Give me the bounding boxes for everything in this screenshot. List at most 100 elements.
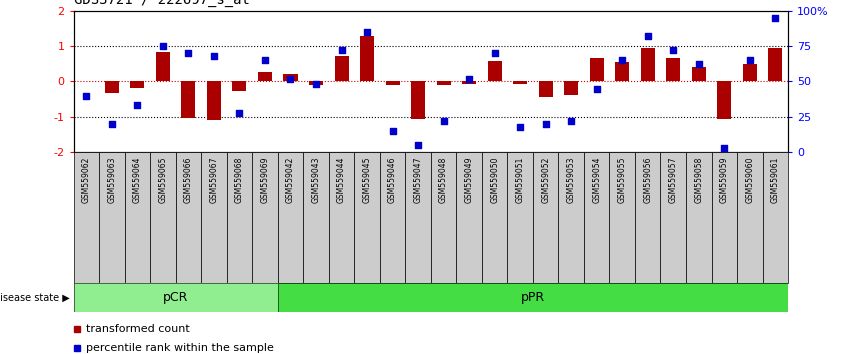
Bar bbox=[380, 152, 405, 283]
Text: GSM559047: GSM559047 bbox=[414, 156, 423, 202]
Bar bbox=[514, 81, 527, 84]
Text: GSM559051: GSM559051 bbox=[515, 156, 525, 202]
Bar bbox=[743, 64, 757, 81]
Point bbox=[436, 118, 450, 124]
Text: GSM559043: GSM559043 bbox=[312, 156, 320, 202]
Text: GSM559067: GSM559067 bbox=[210, 156, 218, 202]
Text: GSM559065: GSM559065 bbox=[158, 156, 167, 202]
Bar bbox=[539, 81, 553, 97]
Point bbox=[233, 110, 247, 115]
Bar bbox=[564, 81, 578, 95]
Point bbox=[488, 50, 501, 56]
Text: pCR: pCR bbox=[163, 291, 189, 304]
Text: GSM559052: GSM559052 bbox=[541, 156, 550, 202]
Text: GSM559053: GSM559053 bbox=[566, 156, 576, 202]
Point bbox=[156, 43, 170, 49]
Point bbox=[514, 124, 527, 130]
Text: GSM559062: GSM559062 bbox=[82, 156, 91, 202]
Point bbox=[258, 57, 272, 63]
Bar bbox=[207, 81, 221, 120]
Text: disease state ▶: disease state ▶ bbox=[0, 292, 69, 302]
Bar bbox=[303, 152, 329, 283]
Text: GSM559054: GSM559054 bbox=[592, 156, 601, 202]
Point bbox=[182, 50, 196, 56]
Text: GSM559066: GSM559066 bbox=[184, 156, 193, 202]
Bar bbox=[411, 81, 425, 119]
Text: GSM559068: GSM559068 bbox=[235, 156, 244, 202]
Bar bbox=[405, 152, 431, 283]
Bar bbox=[258, 72, 272, 81]
Point bbox=[105, 121, 119, 127]
Bar bbox=[712, 152, 737, 283]
Text: percentile rank within the sample: percentile rank within the sample bbox=[87, 343, 275, 353]
Point bbox=[539, 121, 553, 127]
Bar bbox=[201, 152, 227, 283]
Point bbox=[768, 15, 782, 21]
Bar bbox=[181, 81, 196, 118]
Bar bbox=[456, 152, 481, 283]
Bar bbox=[584, 152, 610, 283]
Point bbox=[717, 145, 731, 151]
Bar bbox=[354, 152, 380, 283]
Point bbox=[641, 33, 655, 39]
Bar bbox=[360, 36, 374, 81]
Point bbox=[309, 81, 323, 87]
Text: GSM559046: GSM559046 bbox=[388, 156, 397, 202]
Bar bbox=[635, 152, 661, 283]
Bar bbox=[462, 81, 476, 84]
Point bbox=[615, 57, 629, 63]
Bar bbox=[737, 152, 763, 283]
Bar bbox=[590, 58, 604, 81]
Bar bbox=[692, 67, 706, 81]
Bar bbox=[533, 152, 559, 283]
Point bbox=[692, 62, 706, 67]
Bar bbox=[278, 283, 788, 312]
Point bbox=[207, 53, 221, 59]
Bar bbox=[74, 152, 99, 283]
Point bbox=[80, 93, 94, 98]
Bar bbox=[717, 81, 731, 119]
Bar bbox=[125, 152, 150, 283]
Point bbox=[462, 76, 476, 81]
Text: pPR: pPR bbox=[520, 291, 545, 304]
Point bbox=[565, 118, 578, 124]
Point bbox=[590, 86, 604, 91]
Text: GSM559058: GSM559058 bbox=[695, 156, 703, 202]
Bar bbox=[334, 56, 348, 81]
Bar bbox=[385, 81, 399, 85]
Text: GSM559063: GSM559063 bbox=[107, 156, 116, 202]
Text: GSM559055: GSM559055 bbox=[617, 156, 627, 202]
Bar bbox=[559, 152, 584, 283]
Text: GSM559064: GSM559064 bbox=[132, 156, 142, 202]
Text: GSM559044: GSM559044 bbox=[337, 156, 346, 202]
Text: GSM559059: GSM559059 bbox=[720, 156, 729, 202]
Bar bbox=[283, 74, 298, 81]
Bar bbox=[329, 152, 354, 283]
Text: GSM559042: GSM559042 bbox=[286, 156, 295, 202]
Bar bbox=[156, 52, 170, 81]
Bar bbox=[74, 283, 278, 312]
Bar bbox=[666, 58, 681, 81]
Bar bbox=[176, 152, 201, 283]
Point bbox=[743, 57, 757, 63]
Bar bbox=[481, 152, 507, 283]
Bar bbox=[431, 152, 456, 283]
Text: GSM559049: GSM559049 bbox=[465, 156, 474, 202]
Bar bbox=[232, 81, 247, 91]
Bar bbox=[507, 152, 533, 283]
Point bbox=[131, 103, 145, 108]
Bar bbox=[150, 152, 176, 283]
Point bbox=[385, 128, 399, 134]
Bar bbox=[661, 152, 686, 283]
Point bbox=[283, 76, 297, 81]
Bar bbox=[131, 81, 145, 88]
Bar bbox=[227, 152, 252, 283]
Text: GSM559048: GSM559048 bbox=[439, 156, 448, 202]
Bar bbox=[768, 48, 782, 81]
Bar bbox=[99, 152, 125, 283]
Bar bbox=[610, 152, 635, 283]
Text: GSM559060: GSM559060 bbox=[746, 156, 754, 202]
Bar bbox=[641, 48, 655, 81]
Bar bbox=[436, 81, 450, 85]
Point bbox=[666, 47, 680, 53]
